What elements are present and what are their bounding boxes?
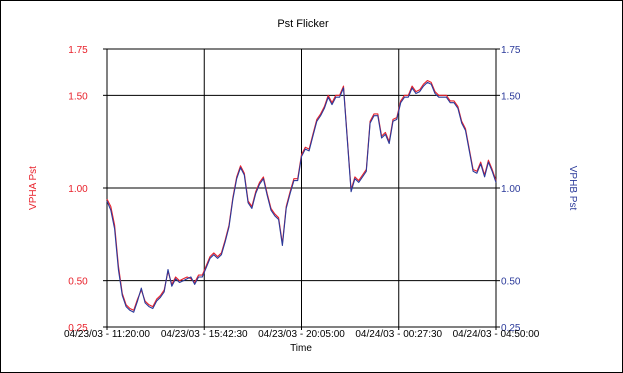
- y-tick-label-left: 1.00: [68, 184, 88, 195]
- y-tick-label-left: 0.50: [68, 277, 88, 288]
- series-line-vphb: [106, 81, 497, 313]
- y-tick-label-right: 0.25: [501, 323, 521, 334]
- y-tick-label-left: 1.50: [68, 91, 88, 102]
- y-tick-label-right: 0.50: [501, 277, 521, 288]
- y-tick-label-right: 1.00: [501, 184, 521, 195]
- x-tick-label: 04/24/03 - 04:50:00: [453, 329, 540, 340]
- x-tick-label: 04/24/03 - 00:27:30: [355, 329, 442, 340]
- chart-title: Pst Flicker: [277, 18, 329, 30]
- x-axis-title: Time: [290, 343, 312, 354]
- x-tick-label: 04/23/03 - 15:42:30: [161, 329, 248, 340]
- left-axis-title: VPHA Pst: [28, 166, 39, 210]
- y-tick-label-right: 1.75: [501, 45, 521, 56]
- x-tick-label: 04/23/03 - 11:20:00: [64, 329, 150, 340]
- gridlines: [107, 49, 496, 327]
- y-tick-label-left: 1.75: [68, 45, 88, 56]
- series-layer: [106, 79, 497, 313]
- x-tick-label: 04/23/03 - 20:05:00: [258, 329, 345, 340]
- left-axis: 0.25 0.50 1.00 1.50 1.75: [68, 45, 107, 334]
- right-axis-title: VPHB Pst: [567, 166, 578, 211]
- right-axis: 0.25 0.50 1.00 1.50 1.75: [496, 45, 521, 334]
- x-axis: 04/23/03 - 11:20:00 04/23/03 - 15:42:30 04…: [64, 327, 540, 340]
- y-tick-label-left: 0.25: [68, 323, 88, 334]
- y-tick-label-right: 1.50: [501, 91, 521, 102]
